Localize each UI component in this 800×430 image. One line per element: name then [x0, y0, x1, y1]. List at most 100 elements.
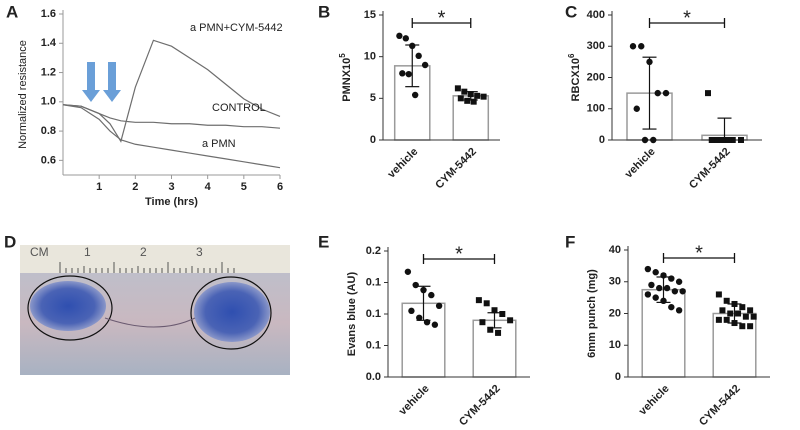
- point: [715, 316, 722, 323]
- y-axis-label-sup: 6: [567, 53, 576, 58]
- point: [668, 303, 675, 311]
- point: [723, 297, 730, 304]
- point: [435, 302, 443, 310]
- point: [656, 284, 663, 292]
- y-tick-label: 0: [599, 134, 605, 146]
- point: [738, 137, 744, 143]
- point: [652, 269, 659, 276]
- x-tick-label: vehicle: [397, 383, 432, 418]
- point: [662, 89, 670, 97]
- point: [396, 32, 403, 40]
- outline: [190, 276, 272, 350]
- point: [663, 284, 671, 292]
- bar: [641, 288, 686, 378]
- point: [671, 288, 679, 295]
- y-tick-label: 1.0: [41, 96, 56, 108]
- y-tick-label: 1.2: [41, 66, 56, 78]
- point: [491, 307, 498, 314]
- point: [723, 316, 730, 323]
- y-tick-label: 0.1: [366, 339, 381, 351]
- error-bar: [487, 312, 502, 329]
- point: [725, 137, 732, 143]
- error-bar: [405, 44, 420, 88]
- error-bar: [727, 303, 742, 324]
- point: [421, 61, 429, 69]
- point: [679, 288, 686, 295]
- x-tick-label: CYM-5442: [687, 146, 733, 192]
- y-axis-label-text: PMNX10: [341, 58, 353, 102]
- x-tick-label: 1: [96, 181, 102, 193]
- point: [650, 136, 657, 144]
- series-label-box: a PMN+CYM-5442: [190, 22, 283, 34]
- significance-star: *: [683, 7, 691, 29]
- vessel: [104, 317, 196, 328]
- ruler-label: 2: [140, 245, 147, 259]
- y-axis-label-text: 6mm punch (mg): [586, 269, 598, 358]
- x-tick-label: vehicle: [386, 146, 421, 181]
- series-label: CONTROL: [212, 102, 266, 114]
- ruler-label: 3: [196, 245, 203, 259]
- dye-spot: [30, 281, 106, 331]
- y-tick-label: 10: [609, 339, 621, 351]
- panel-letter: D: [4, 232, 16, 251]
- panel-letter: E: [318, 232, 329, 251]
- x-tick-label: 2: [132, 181, 138, 193]
- point: [495, 329, 502, 336]
- error-bar: [463, 91, 478, 101]
- error-bar: [416, 285, 431, 321]
- point: [705, 90, 711, 97]
- x-tick-label: vehicle: [623, 146, 658, 181]
- point: [644, 291, 652, 298]
- y-axis-label-sup: 5: [338, 53, 347, 58]
- panel-letter: B: [318, 2, 330, 21]
- point: [648, 281, 655, 289]
- y-tick-label: 0.6: [41, 154, 56, 166]
- significance-star: *: [695, 242, 703, 264]
- line: [62, 104, 281, 169]
- y-tick-label: 100: [587, 103, 605, 115]
- point: [644, 265, 652, 273]
- x-tick-label: vehicle: [637, 383, 672, 418]
- arrow: [82, 62, 100, 102]
- point: [428, 291, 435, 299]
- point: [652, 294, 659, 301]
- point: [668, 275, 675, 282]
- significance-star: *: [438, 7, 446, 29]
- panel-letter: A: [6, 2, 18, 21]
- error-bar: [717, 117, 732, 140]
- point: [408, 307, 415, 315]
- point: [399, 70, 406, 77]
- y-tick-label: 0.1: [366, 276, 381, 288]
- point: [457, 95, 464, 102]
- point: [727, 310, 734, 317]
- y-axis-label-text: RBCX10: [570, 58, 582, 101]
- point: [402, 35, 410, 42]
- y-axis-label: Normalized resistance: [17, 40, 29, 149]
- point: [638, 43, 645, 50]
- ruler: [20, 245, 290, 273]
- point: [454, 85, 461, 92]
- point: [717, 137, 723, 143]
- y-tick-label: 5: [370, 92, 376, 104]
- y-tick-label: 15: [364, 9, 376, 21]
- point: [742, 313, 749, 320]
- arrow: [103, 62, 121, 102]
- y-tick-label: 0.1: [366, 308, 381, 320]
- y-tick-label: 400: [587, 9, 605, 21]
- x-tick-label: CYM-5442: [433, 146, 479, 192]
- y-axis-label: Evans blue (AU): [346, 271, 358, 356]
- panel-letter: C: [565, 2, 577, 21]
- point: [675, 278, 683, 285]
- y-tick-label: 0.0: [366, 371, 381, 383]
- x-tick-label: 6: [277, 181, 283, 193]
- outline: [27, 275, 113, 341]
- y-tick-label: 20: [609, 307, 621, 319]
- y-tick-label: 0.2: [366, 245, 381, 257]
- line: [62, 39, 281, 143]
- point: [739, 304, 746, 311]
- y-tick-label: 40: [609, 244, 621, 256]
- y-tick-label: 0: [370, 134, 376, 146]
- point: [483, 300, 490, 307]
